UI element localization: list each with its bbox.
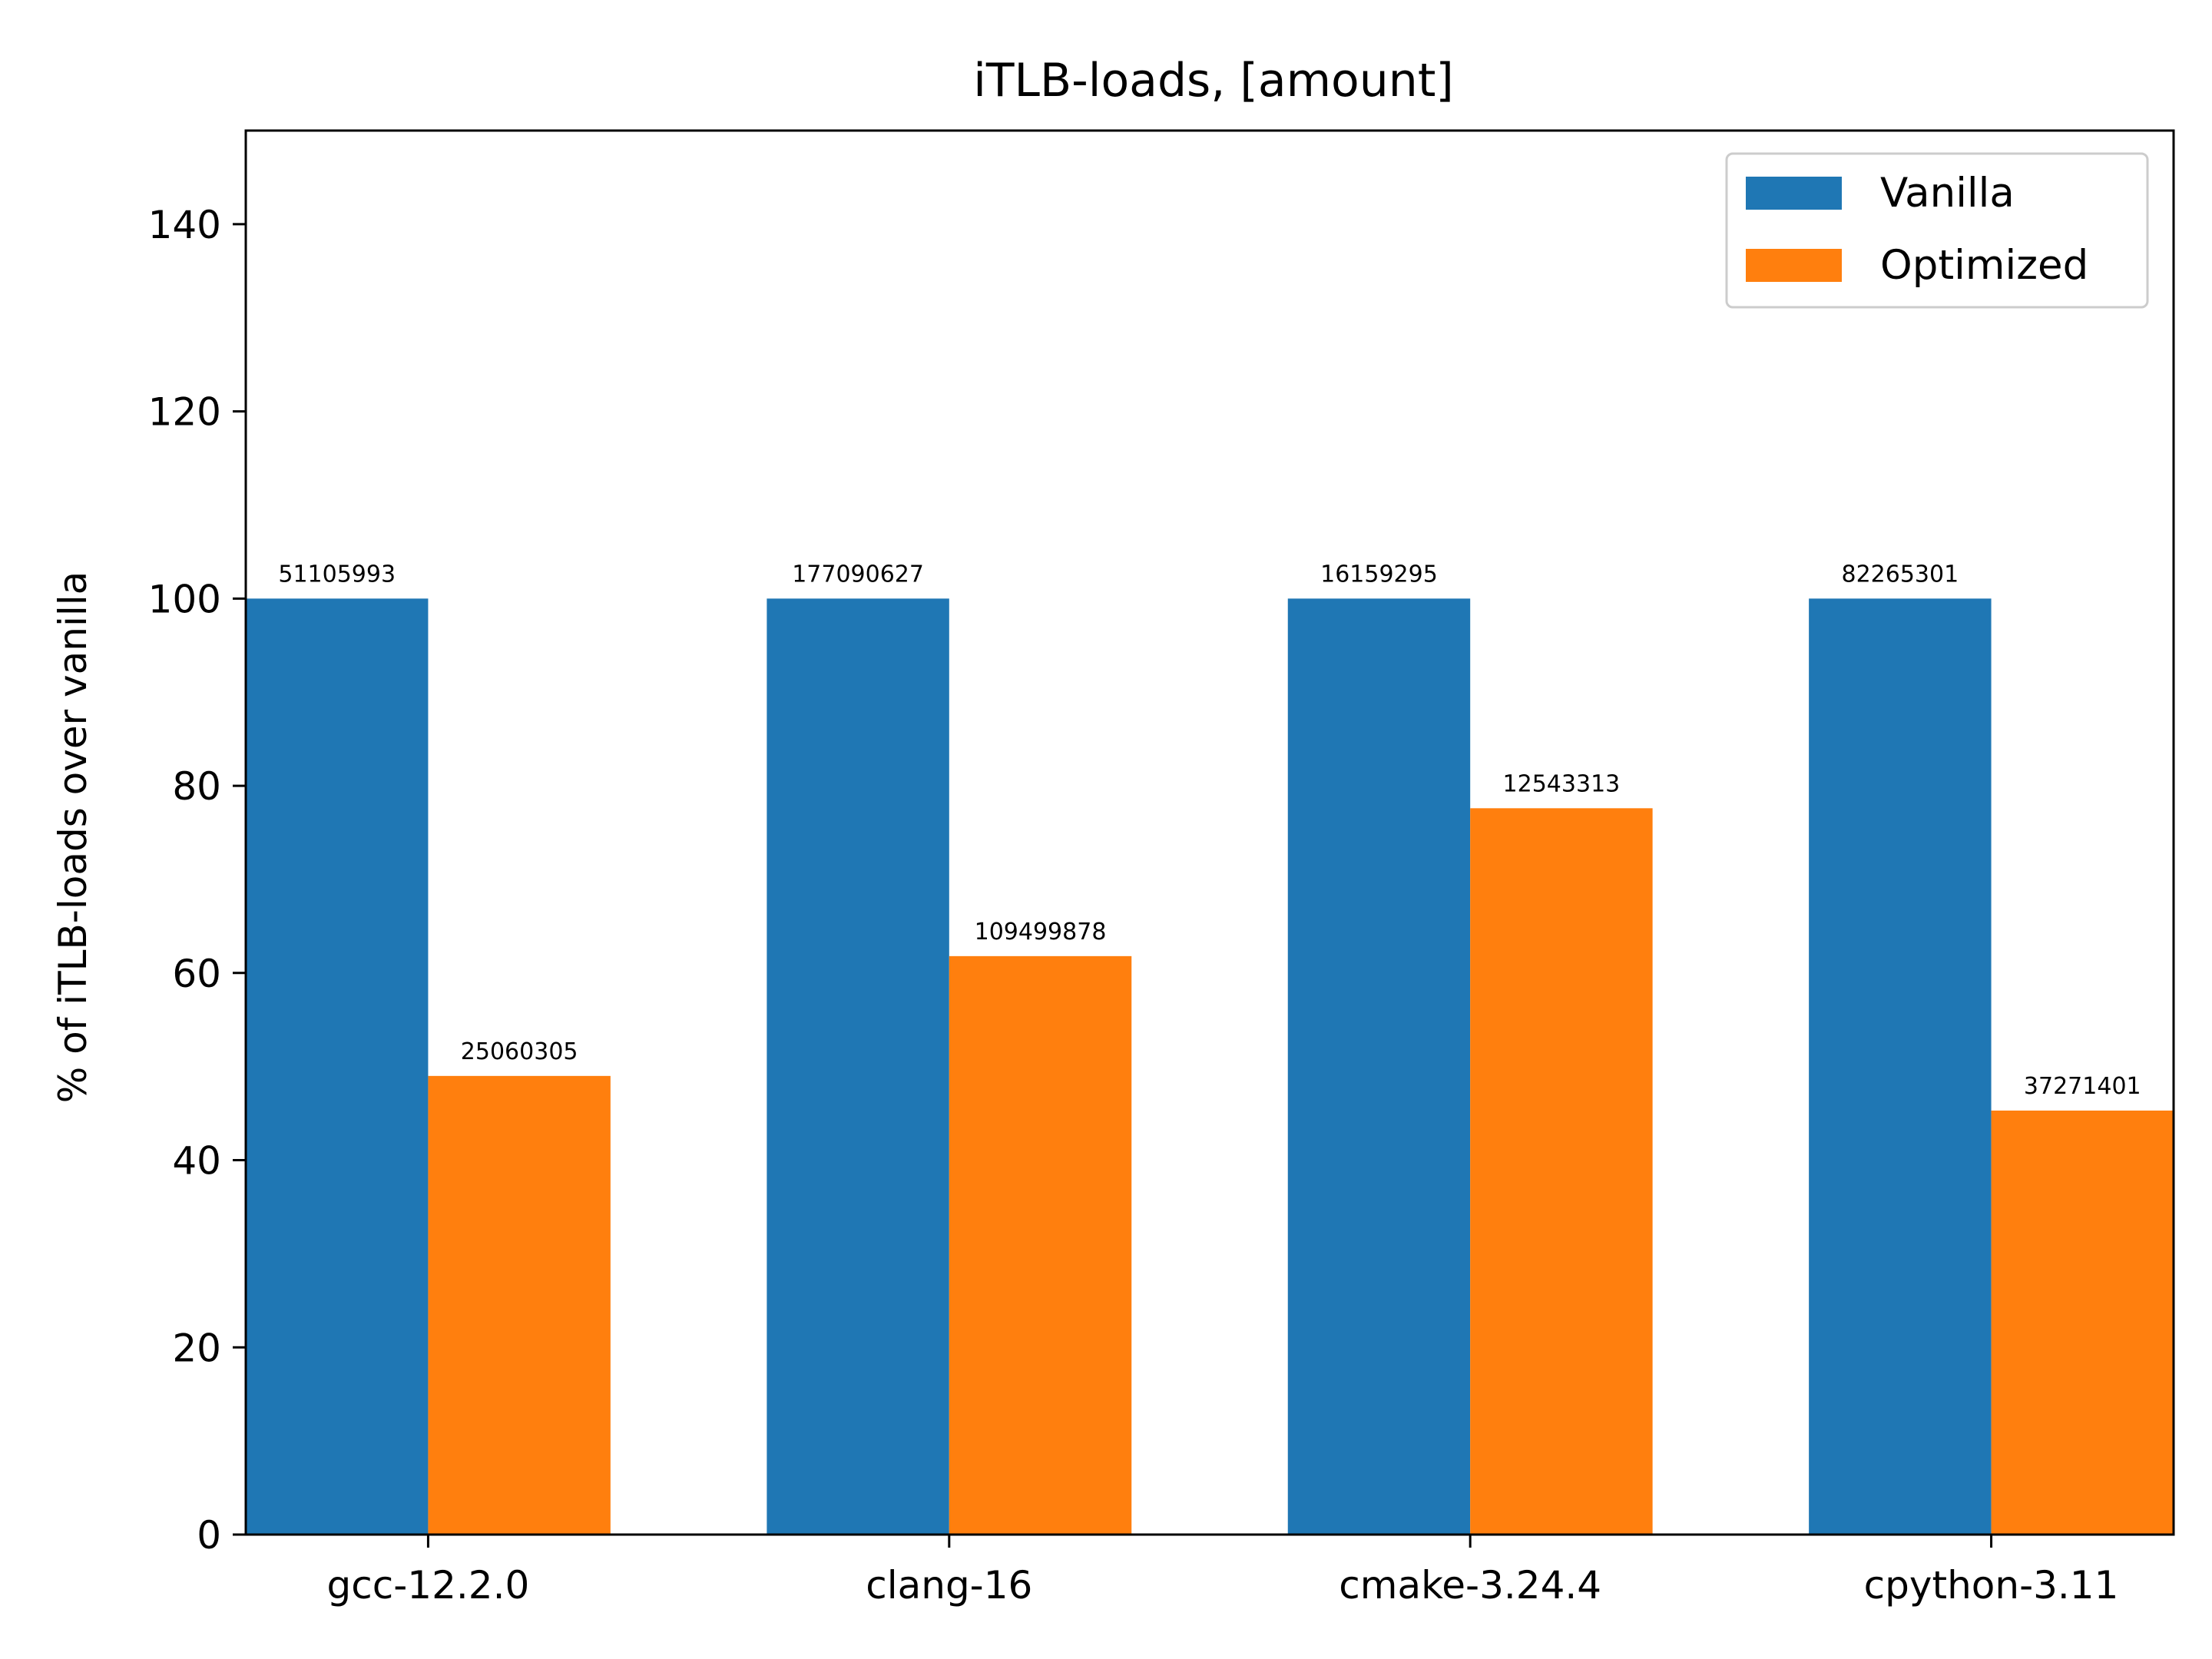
bar-labels-group: 51105993 177090627 16159295 82265301 2506030… <box>278 561 2141 1100</box>
chart-title: iTLB-loads, [amount] <box>973 54 1454 108</box>
y-axis-ticks: 0 20 40 60 80 100 120 140 <box>148 203 246 1558</box>
bar-value-label: 37271401 <box>2024 1073 2141 1100</box>
bar-optimized-4 <box>1991 1110 2174 1535</box>
bar-value-label: 12543313 <box>1503 770 1621 797</box>
bar-value-label: 16159295 <box>1320 561 1438 588</box>
y-tick-label: 100 <box>148 577 221 621</box>
bar-value-label: 82265301 <box>1841 561 1959 588</box>
bar-optimized-1 <box>428 1075 611 1535</box>
y-tick-label: 60 <box>172 952 221 996</box>
bar-value-label: 177090627 <box>792 561 924 588</box>
legend-label-optimized: Optimized <box>1880 242 2088 289</box>
x-tick-label: cpython-3.11 <box>1864 1563 2119 1608</box>
y-tick-label: 20 <box>172 1326 221 1370</box>
legend: Vanilla Optimized <box>1725 152 2149 309</box>
y-tick-label: 40 <box>172 1139 221 1184</box>
x-tick-label: gcc-12.2.0 <box>327 1563 530 1608</box>
legend-swatch-optimized <box>1746 249 1842 282</box>
bar-vanilla-1 <box>246 598 429 1535</box>
x-tick-label: clang-16 <box>866 1563 1032 1608</box>
legend-swatch-vanilla <box>1746 177 1842 210</box>
legend-label-vanilla: Vanilla <box>1880 170 2015 217</box>
bar-optimized-2 <box>949 955 1132 1535</box>
bars-group <box>246 598 2174 1535</box>
y-axis-label: % of iTLB-loads over vanilla <box>51 571 95 1104</box>
bar-value-label: 109499878 <box>975 919 1107 945</box>
x-axis-ticks: gcc-12.2.0 clang-16 cmake-3.24.4 cpython-3.… <box>327 1535 2119 1608</box>
y-tick-label: 120 <box>148 390 221 435</box>
y-tick-label: 80 <box>172 764 221 809</box>
bar-optimized-3 <box>1470 808 1653 1535</box>
x-tick-label: cmake-3.24.4 <box>1339 1563 1601 1608</box>
bar-value-label: 25060305 <box>461 1038 578 1065</box>
bar-vanilla-4 <box>1809 598 1992 1535</box>
y-tick-label: 0 <box>197 1513 221 1558</box>
bar-vanilla-2 <box>767 598 949 1535</box>
plot-frame <box>244 129 2175 1536</box>
y-tick-label: 140 <box>148 203 221 247</box>
bar-value-label: 51105993 <box>278 561 396 588</box>
bar-vanilla-3 <box>1287 598 1471 1535</box>
